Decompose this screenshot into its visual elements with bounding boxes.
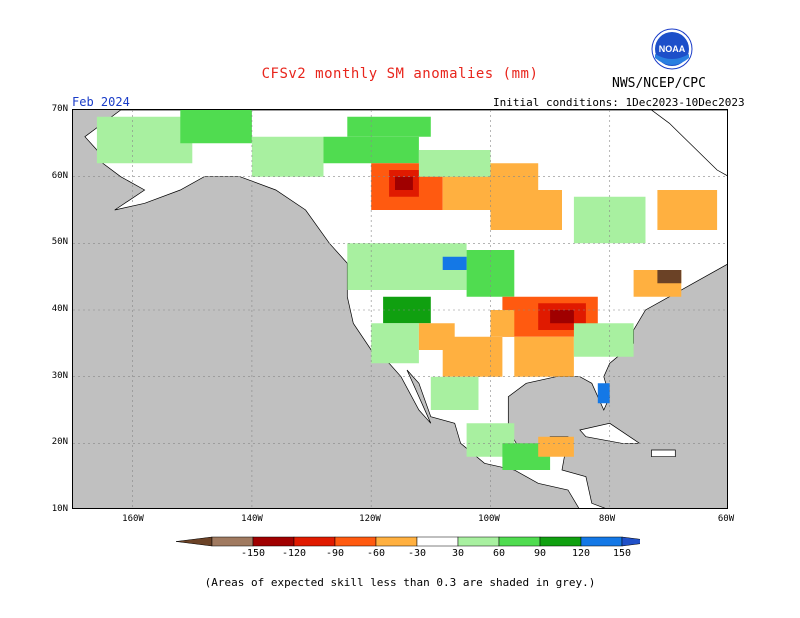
map-title: CFSv2 monthly SM anomalies (mm) [261,66,539,82]
legend-tick-label: 60 [493,548,505,559]
anomaly-patch-23 [573,323,634,357]
anomaly-patch-0 [96,116,193,164]
anomaly-patch-21 [550,310,574,324]
legend-arrow-low [175,536,213,547]
legend-swatch-m30_m10 [375,536,418,547]
lon-label-160w: 160W [122,514,144,524]
lat-label-10n: 10N [51,504,68,514]
anomaly-patch-12 [657,190,718,230]
legend-tick-label: -120 [282,548,306,559]
anomaly-patch-7 [395,176,413,190]
anomaly-patch-22 [514,336,574,377]
hispaniola-land [651,449,676,458]
lon-label-100w: 100W [478,514,500,524]
anomaly-patch-14 [466,250,515,297]
anomaly-patch-9 [490,190,562,230]
lon-label-80w: 80W [598,514,616,524]
legend-arrow-high [621,536,640,547]
skill-note: (Areas of expected skill less than 0.3 a… [204,576,596,589]
anomaly-patch-16 [371,323,419,364]
lon-label-140w: 140W [241,514,263,524]
legend-swatch-p90_p120 [539,536,582,547]
anomaly-map [73,110,727,508]
anomaly-patch-28 [490,310,515,337]
legend-swatch-m150_m120 [211,536,254,547]
legend-swatch-p60_p90 [498,536,541,547]
anomaly-patch-31 [597,383,610,404]
lon-label-120w: 120W [359,514,381,524]
legend-tick-label: -150 [241,548,265,559]
agency-label: NWS/NCEP/CPC [612,76,706,91]
anomaly-patch-30 [657,270,682,284]
cuba-land [579,422,641,444]
target-month-label: Feb 2024 [72,95,130,109]
legend-swatch-m120_m90 [252,536,295,547]
legend-swatch-m90_m60 [293,536,336,547]
lon-label-60w: 60W [717,514,735,524]
anomaly-patch-32 [442,256,467,270]
lat-label-40n: 40N [51,304,68,314]
map-panel [72,109,728,509]
anomaly-patch-27 [538,436,574,457]
logo-text: NOAA [659,44,686,54]
anomaly-patch-10 [418,150,491,177]
greenland-land [650,110,727,176]
lat-label-70n: 70N [51,104,68,114]
legend-tick-label: 30 [452,548,464,559]
lat-label-50n: 50N [51,237,68,247]
legend-swatch-m60_m30 [334,536,377,547]
legend-tick-label: 150 [613,548,631,559]
lat-label-20n: 20N [51,437,68,447]
lat-label-30n: 30N [51,371,68,381]
legend-swatch-p30_p60 [457,536,500,547]
graticule [73,110,727,508]
legend-swatch-p120_p150 [580,536,623,547]
anomaly-patch-24 [430,376,479,410]
anomaly-patch-1 [180,110,252,144]
lat-label-60n: 60N [51,171,68,181]
color-legend: -150 -120 -90 -60 -30 30 60 90 120 150 [175,536,640,559]
legend-tick-label: -90 [326,548,344,559]
initial-conditions-label: Initial conditions: 1Dec2023-10Dec2023 [493,96,745,109]
anomaly-patch-26 [502,443,551,470]
anomaly-patch-13 [347,243,467,290]
legend-tick-label: -60 [367,548,385,559]
legend-tick-label: 90 [534,548,546,559]
legend-swatch-neutral [416,536,459,547]
anomaly-patch-15 [383,296,431,324]
anomaly-patch-2 [251,136,324,177]
anomaly-patch-18 [442,336,503,377]
legend-tick-label: -30 [408,548,426,559]
anomaly-patch-4 [347,116,431,137]
legend-tick-label: 120 [572,548,590,559]
noaa-logo-icon: NOAA [651,28,693,70]
